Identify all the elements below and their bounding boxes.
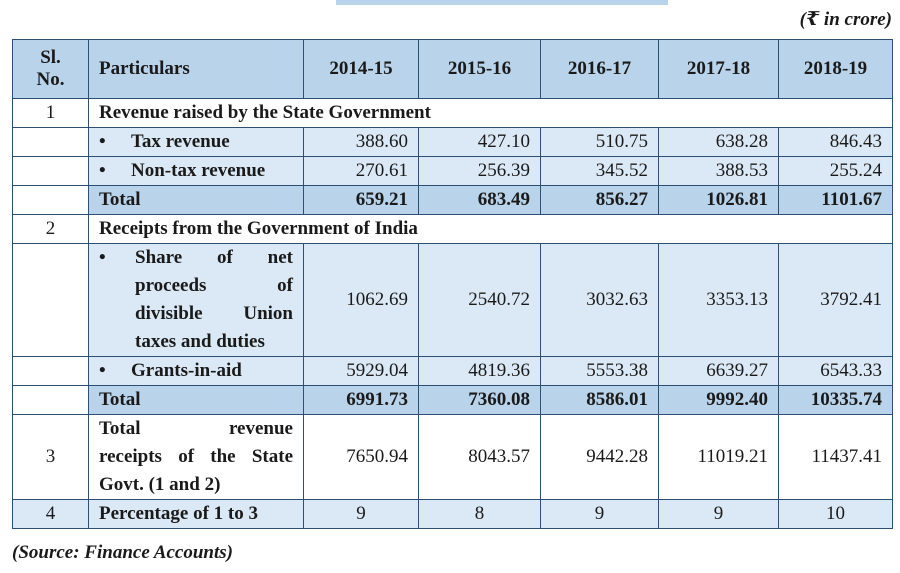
cell-value: 5553.38 <box>540 356 659 386</box>
cell-value: 270.61 <box>303 156 419 186</box>
cell-value: 11437.41 <box>778 414 893 500</box>
cell-value: 256.39 <box>418 156 541 186</box>
title-strip <box>336 0 668 5</box>
share-label-line: proceeds of <box>135 275 293 296</box>
sl-no: 1 <box>12 98 89 128</box>
total-label: Total <box>88 385 304 415</box>
share-label-line: divisible Union <box>135 303 293 324</box>
cell-value: 1062.69 <box>303 243 419 357</box>
cell-value: 846.43 <box>778 127 893 157</box>
section-title: Revenue raised by the State Government <box>88 98 893 128</box>
total-row: Total 659.21 683.49 856.27 1026.81 1101.… <box>12 185 893 215</box>
share-label-line: taxes and duties <box>135 331 265 352</box>
cell-value: 9 <box>303 499 419 529</box>
cell-value: 3032.63 <box>540 243 659 357</box>
source-note: (Source: Finance Accounts) <box>12 542 233 563</box>
share-label-line: Share of net <box>135 247 293 268</box>
section-4-row: 4 Percentage of 1 to 3 9 8 9 9 10 <box>12 499 893 529</box>
header-year: 2014-15 <box>303 39 419 99</box>
header-sl-no-line2: No. <box>36 69 65 90</box>
header-particulars: Particulars <box>88 39 304 99</box>
total-value: 6991.73 <box>303 385 419 415</box>
table-row: • Share of net proceeds of divisible Uni… <box>12 243 893 357</box>
sl-no: 2 <box>12 214 89 244</box>
cell-value: 345.52 <box>540 156 659 186</box>
header-year: 2017-18 <box>658 39 779 99</box>
row-label: • Share of net proceeds of divisible Uni… <box>88 243 304 357</box>
total-value: 8586.01 <box>540 385 659 415</box>
sl-no-empty <box>12 356 89 386</box>
bullet-icon: • <box>99 360 106 381</box>
bullet-icon: • <box>99 131 106 152</box>
total-value: 1101.67 <box>778 185 893 215</box>
cell-value: 8 <box>418 499 541 529</box>
cell-value: 11019.21 <box>658 414 779 500</box>
header-year: 2015-16 <box>418 39 541 99</box>
percentage-label: Percentage of 1 to 3 <box>88 499 304 529</box>
bullet-icon: • <box>99 247 106 268</box>
row-label-text: Tax revenue <box>131 131 230 152</box>
cell-value: 10 <box>778 499 893 529</box>
sl-no-empty <box>12 127 89 157</box>
row-label-text: Grants-in-aid <box>131 360 242 381</box>
cell-value: 4819.36 <box>418 356 541 386</box>
label-line: Govt. (1 and 2) <box>99 474 221 495</box>
sl-no-empty <box>12 185 89 215</box>
cell-value: 255.24 <box>778 156 893 186</box>
total-value: 10335.74 <box>778 385 893 415</box>
label-line: Total revenue <box>99 418 293 439</box>
table-row: • Grants-in-aid 5929.04 4819.36 5553.38 6… <box>12 356 893 386</box>
cell-value: 388.53 <box>658 156 779 186</box>
header-sl-no-line1: Sl. <box>40 47 61 68</box>
cell-value: 638.28 <box>658 127 779 157</box>
cell-value: 9442.28 <box>540 414 659 500</box>
total-value: 659.21 <box>303 185 419 215</box>
section-title: Receipts from the Government of India <box>88 214 893 244</box>
total-row: Total 6991.73 7360.08 8586.01 9992.40 10… <box>12 385 893 415</box>
row-label: • Non-tax revenue <box>88 156 304 186</box>
cell-value: 7650.94 <box>303 414 419 500</box>
total-value: 9992.40 <box>658 385 779 415</box>
row-label-text: Non-tax revenue <box>131 160 266 181</box>
revenue-table: Sl. No. Particulars 2014-15 2015-16 2016… <box>12 39 893 529</box>
header-row: Sl. No. Particulars 2014-15 2015-16 2016… <box>12 39 893 99</box>
header-sl-no: Sl. No. <box>12 39 89 99</box>
cell-value: 3353.13 <box>658 243 779 357</box>
section-3-row: 3 Total revenue receipts of the State Go… <box>12 414 893 500</box>
label-line: receipts of the State <box>99 446 293 467</box>
cell-value: 9 <box>540 499 659 529</box>
sl-no: 4 <box>12 499 89 529</box>
table-row: • Non-tax revenue 270.61 256.39 345.52 38… <box>12 156 893 186</box>
total-value: 7360.08 <box>418 385 541 415</box>
cell-value: 6639.27 <box>658 356 779 386</box>
header-year: 2016-17 <box>540 39 659 99</box>
cell-value: 2540.72 <box>418 243 541 357</box>
total-label: Total <box>88 185 304 215</box>
share-label: Share of net proceeds of divisible Union… <box>135 244 293 356</box>
sl-no: 3 <box>12 414 89 500</box>
sl-no-empty <box>12 243 89 357</box>
unit-note: (₹ in crore) <box>799 9 892 30</box>
section-1-row: 1 Revenue raised by the State Government <box>12 98 893 128</box>
cell-value: 9 <box>658 499 779 529</box>
header-year: 2018-19 <box>778 39 893 99</box>
total-revenue-label: Total revenue receipts of the State Govt… <box>88 414 304 500</box>
cell-value: 510.75 <box>540 127 659 157</box>
cell-value: 5929.04 <box>303 356 419 386</box>
sl-no-empty <box>12 156 89 186</box>
table-row: • Tax revenue 388.60 427.10 510.75 638.28… <box>12 127 893 157</box>
cell-value: 427.10 <box>418 127 541 157</box>
cell-value: 8043.57 <box>418 414 541 500</box>
total-value: 683.49 <box>418 185 541 215</box>
total-value: 856.27 <box>540 185 659 215</box>
bullet-icon: • <box>99 160 106 181</box>
cell-value: 388.60 <box>303 127 419 157</box>
row-label: • Tax revenue <box>88 127 304 157</box>
cell-value: 3792.41 <box>778 243 893 357</box>
total-value: 1026.81 <box>658 185 779 215</box>
section-2-row: 2 Receipts from the Government of India <box>12 214 893 244</box>
sl-no-empty <box>12 385 89 415</box>
row-label: • Grants-in-aid <box>88 356 304 386</box>
cell-value: 6543.33 <box>778 356 893 386</box>
